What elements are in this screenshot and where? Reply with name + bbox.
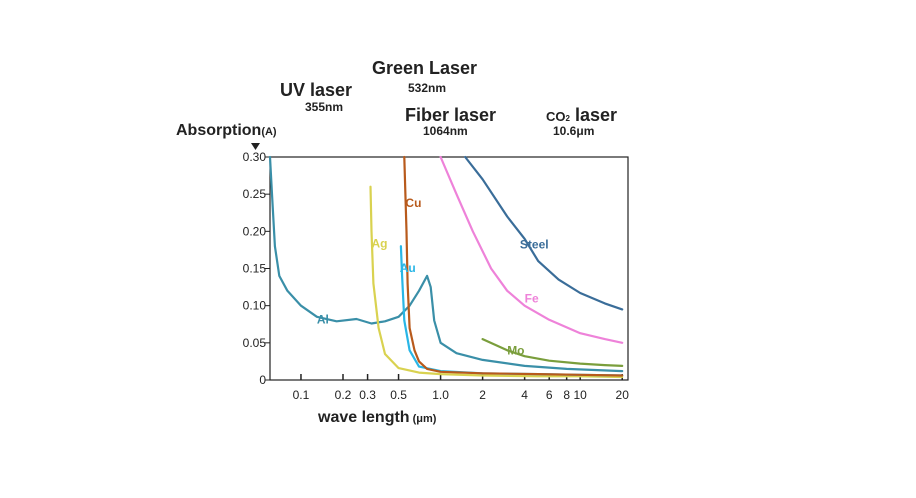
x-axis-label: wave length (μm) xyxy=(317,409,437,426)
series-label-al: Al xyxy=(317,313,329,327)
x-tick-label: 0.1 xyxy=(293,388,310,402)
laser-label-uv: UV laser xyxy=(280,80,352,100)
x-tick-label: 1.0 xyxy=(432,388,449,402)
x-tick-label: 8 xyxy=(563,388,570,402)
y-tick-label: 0.05 xyxy=(243,336,267,350)
laser-label-co2: CO2 laser xyxy=(546,105,617,125)
x-tick-label: 2 xyxy=(479,388,486,402)
x-ticks: 0.1 0.2 0.3 0.5 1.0 2 4 6 8 10 20 xyxy=(293,374,630,402)
series-label-fe: Fe xyxy=(525,292,539,306)
x-tick-label: 4 xyxy=(521,388,528,402)
series-lines xyxy=(268,155,624,379)
x-tick-label: 10 xyxy=(574,388,588,402)
laser-wavelength-fiber: 1064nm xyxy=(423,124,468,138)
y-ticks: 0.30 0.25 0.20 0.15 0.10 0.05 0 xyxy=(243,150,270,387)
y-axis-label: Absorption(A) xyxy=(176,122,277,139)
series-label-mo: Mo xyxy=(507,344,524,358)
laser-label-fiber: Fiber laser xyxy=(405,105,496,125)
laser-wavelength-uv: 355nm xyxy=(305,100,343,114)
plot-frame xyxy=(269,156,629,381)
x-tick-label: 6 xyxy=(546,388,553,402)
series-line-fe xyxy=(439,155,624,344)
laser-wavelength-co2: 10.6μm xyxy=(553,124,594,138)
x-tick-label: 20 xyxy=(616,388,630,402)
y-tick-label: 0.25 xyxy=(243,187,267,201)
series-label-cu: Cu xyxy=(405,196,421,210)
y-axis-arrow-icon xyxy=(251,143,260,150)
series-line-cu xyxy=(403,155,624,377)
y-tick-label: 0.20 xyxy=(243,224,267,238)
series-line-al xyxy=(268,155,624,373)
series-line-mo xyxy=(481,338,624,367)
x-tick-label: 0.3 xyxy=(359,388,376,402)
laser-wavelength-green: 532nm xyxy=(408,81,446,95)
y-tick-label: 0.10 xyxy=(243,299,267,313)
laser-label-green: Green Laser xyxy=(372,58,477,78)
series-label-au: Au xyxy=(400,261,416,275)
x-tick-label: 0.2 xyxy=(335,388,352,402)
series-line-steel xyxy=(464,155,624,311)
x-tick-label: 0.5 xyxy=(390,388,407,402)
series-label-steel: Steel xyxy=(520,237,549,251)
series-label-ag: Ag xyxy=(371,237,387,251)
series-line-ag xyxy=(369,185,624,379)
y-tick-label: 0.15 xyxy=(243,262,267,276)
y-tick-label: 0.30 xyxy=(243,150,267,164)
y-tick-label: 0 xyxy=(259,373,266,387)
series-labels: Al Ag Au Cu Steel Fe Mo xyxy=(317,196,549,358)
